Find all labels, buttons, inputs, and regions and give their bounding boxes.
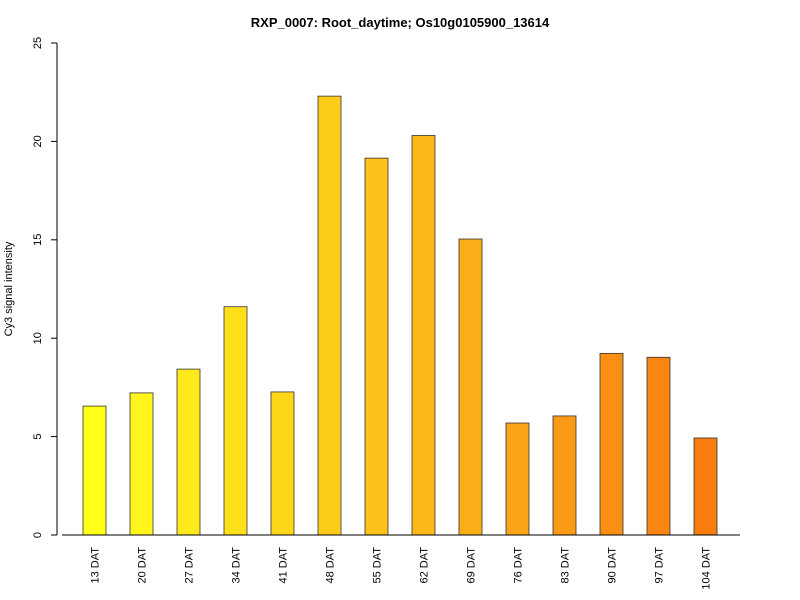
- x-tick-label: 34 DAT: [231, 547, 243, 584]
- y-tick-label: 15: [32, 234, 44, 246]
- bar-69-dat: [458, 238, 483, 536]
- x-tick-label: 97 DAT: [654, 547, 666, 584]
- bar-90-dat: [599, 352, 624, 536]
- y-tick-label: 20: [32, 135, 44, 147]
- bars-group: [82, 95, 718, 536]
- x-tick-label: 13 DAT: [90, 547, 102, 584]
- x-tick-label: 55 DAT: [372, 547, 384, 584]
- bar-76-dat: [505, 422, 530, 536]
- bar-55-dat: [364, 157, 389, 536]
- y-tick-label: 5: [32, 434, 44, 440]
- y-tick-label: 25: [32, 37, 44, 49]
- x-tick-label: 62 DAT: [419, 547, 431, 584]
- y-tick-label: 10: [32, 332, 44, 344]
- bar-20-dat: [129, 392, 154, 536]
- x-tick-label: 27 DAT: [184, 547, 196, 584]
- x-tick-label: 90 DAT: [607, 547, 619, 584]
- x-tick-label: 76 DAT: [513, 547, 525, 584]
- bar-13-dat: [82, 405, 107, 536]
- x-tick-label: 104 DAT: [701, 547, 713, 590]
- bar-83-dat: [552, 415, 577, 536]
- x-axis-labels: 13 DAT 20 DAT 27 DAT 34 DAT 41 DAT 48 DAT 55 D…: [90, 547, 713, 590]
- bar-34-dat: [223, 306, 248, 536]
- chart-title: RXP_0007: Root_daytime; Os10g0105900_136…: [251, 15, 550, 30]
- x-tick-label: 41 DAT: [278, 547, 290, 584]
- y-axis: 0 5 10 15 20 25: [32, 37, 58, 538]
- bar-97-dat: [646, 356, 671, 536]
- x-tick-label: 20 DAT: [137, 547, 149, 584]
- x-tick-label: 48 DAT: [325, 547, 337, 584]
- bar-41-dat: [270, 391, 295, 536]
- bar-62-dat: [411, 135, 436, 536]
- x-tick-label: 69 DAT: [466, 547, 478, 584]
- y-axis-label: Cy3 signal intensity: [3, 241, 15, 336]
- x-tick-label: 83 DAT: [560, 547, 572, 584]
- y-tick-label: 0: [32, 532, 44, 538]
- bar-104-dat: [693, 437, 718, 536]
- bar-27-dat: [176, 368, 201, 536]
- bar-48-dat: [317, 95, 342, 536]
